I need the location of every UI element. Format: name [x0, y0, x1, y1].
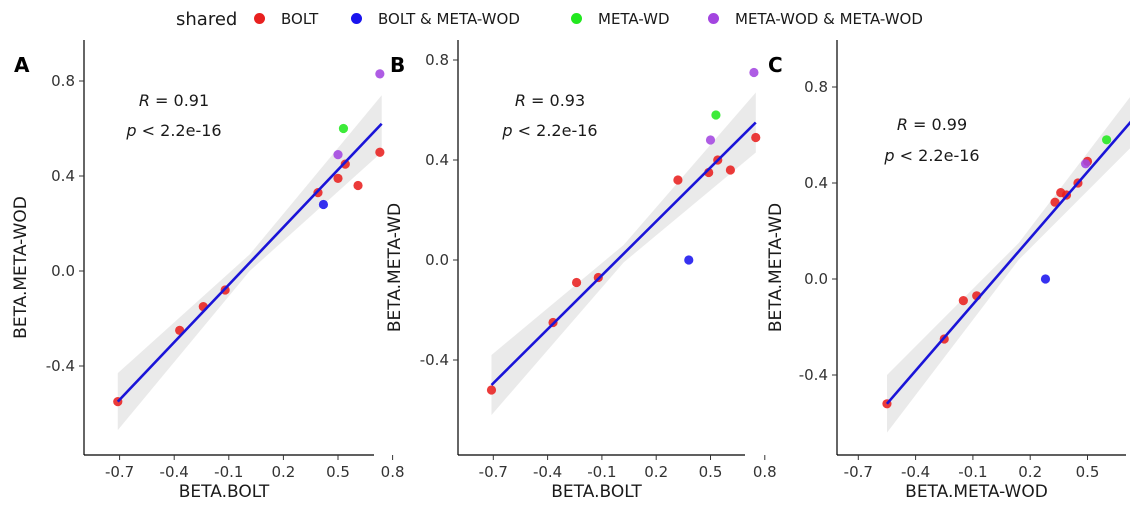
legend: shared BOLT BOLT & META-WOD META-WD META… — [0, 0, 1130, 40]
x-tick-label: 0.8 — [381, 463, 405, 481]
data-point — [711, 110, 721, 120]
panel-a: A -0.7 -0.4 -0.1 0.2 0.5 0.8 -0.4 0.0 0.4 0.8 BETA.… — [11, 40, 405, 502]
y-tick-label: 0.0 — [51, 262, 75, 280]
regression-line — [116, 122, 383, 403]
data-point — [333, 173, 343, 183]
p-annotation: p < 2.2e-16 — [501, 121, 597, 140]
legend-item-meta-wod-meta-wod: META-WOD & META-WOD — [708, 10, 923, 28]
x-tick-label: 0.5 — [326, 463, 350, 481]
panel-letter: A — [14, 53, 30, 77]
data-point — [338, 123, 349, 134]
legend-label-bolt-meta-wod: BOLT & META-WOD — [378, 10, 520, 28]
y-axis-label: BETA.META-WD — [766, 203, 786, 332]
panel-letter: C — [768, 53, 783, 77]
legend-dot-meta-wd — [571, 12, 582, 24]
x-tick-label: -0.1 — [587, 463, 616, 481]
y-axis-label: BETA.META-WD — [385, 203, 405, 332]
regression-line — [885, 120, 1130, 405]
r-annotation: R = 0.93 — [515, 91, 585, 110]
legend-item-meta-wd: META-WD — [571, 10, 670, 28]
legend-item-bolt-meta-wod: BOLT & META-WOD — [351, 10, 520, 28]
data-point — [1080, 159, 1091, 169]
y-tick-label: 0.4 — [51, 167, 75, 185]
panel-b: B -0.7 -0.4 -0.1 0.2 0.5 0.8 -0.4 0.0 0.4 0.8 BETA.… — [385, 40, 777, 502]
x-tick-label: -0.7 — [844, 463, 873, 481]
data-point — [318, 199, 329, 210]
y-tick-label: 0.8 — [425, 51, 449, 69]
y-tick-label: 0.4 — [425, 151, 449, 169]
data-point — [673, 175, 683, 185]
y-tick-label: 0.0 — [804, 270, 828, 288]
x-axis-label: BETA.BOLT — [551, 482, 642, 502]
x-tick-label: -0.1 — [214, 463, 243, 481]
data-point — [353, 180, 363, 191]
x-tick-label: 0.2 — [1018, 463, 1042, 481]
legend-label-meta-wd: META-WD — [598, 10, 670, 28]
y-axis-label: BETA.META-WOD — [11, 196, 31, 339]
p-annotation: p < 2.2e-16 — [883, 146, 979, 165]
data-point — [486, 385, 497, 395]
data-point — [340, 159, 350, 169]
data-point — [333, 150, 343, 160]
x-tick-label: -0.4 — [901, 463, 930, 481]
legend-dot-bolt — [254, 12, 265, 24]
r-annotation: R = 0.91 — [139, 91, 209, 110]
x-tick-label: -0.4 — [533, 463, 562, 481]
y-tick-label: -0.4 — [420, 351, 449, 369]
y-tick-label: 0.8 — [804, 78, 828, 96]
panel-c: C-0.7-0.4-0.10.20.50.8-0.40.00.40.8BETA.… — [766, 40, 1130, 502]
p-annotation: p < 2.2e-16 — [125, 121, 221, 140]
data-point — [958, 296, 968, 306]
legend-label-bolt: BOLT — [281, 10, 319, 28]
y-tick-label: -0.4 — [46, 357, 75, 375]
x-axis-label: BETA.META-WOD — [905, 482, 1048, 502]
legend-dot-bolt-meta-wod — [351, 12, 362, 24]
data-point — [725, 165, 736, 175]
regression-line — [490, 121, 757, 386]
y-tick-label: 0.4 — [804, 174, 828, 192]
y-tick-label: 0.0 — [425, 251, 449, 269]
data-point — [684, 255, 694, 265]
x-axis-label: BETA.BOLT — [179, 482, 270, 502]
y-tick-label: 0.8 — [51, 72, 75, 90]
legend-title: shared — [176, 9, 238, 30]
legend-item-bolt: BOLT — [254, 10, 318, 28]
x-tick-label: 0.5 — [699, 463, 723, 481]
x-tick-label: -0.4 — [160, 463, 189, 481]
x-tick-label: 0.5 — [1076, 463, 1100, 481]
data-point — [1050, 197, 1060, 207]
x-tick-label: -0.7 — [479, 463, 508, 481]
x-tick-label: 0.2 — [644, 463, 668, 481]
data-point — [375, 147, 385, 157]
legend-label-meta-wod-meta-wod: META-WOD & META-WOD — [735, 10, 923, 28]
data-point — [1040, 274, 1051, 284]
data-point — [749, 67, 759, 78]
data-point — [571, 277, 582, 288]
data-point — [705, 135, 716, 145]
legend-dot-meta-wod-meta-wod — [708, 12, 719, 24]
r-annotation: R = 0.99 — [897, 115, 967, 134]
data-point — [1102, 135, 1112, 145]
x-tick-label: 0.8 — [753, 463, 777, 481]
x-tick-label: -0.1 — [958, 463, 987, 481]
x-tick-label: -0.7 — [105, 463, 134, 481]
data-point — [375, 69, 385, 79]
y-tick-label: -0.4 — [799, 366, 828, 384]
panel-letter: B — [390, 53, 405, 77]
x-tick-label: 0.2 — [271, 463, 295, 481]
data-point — [751, 132, 761, 143]
